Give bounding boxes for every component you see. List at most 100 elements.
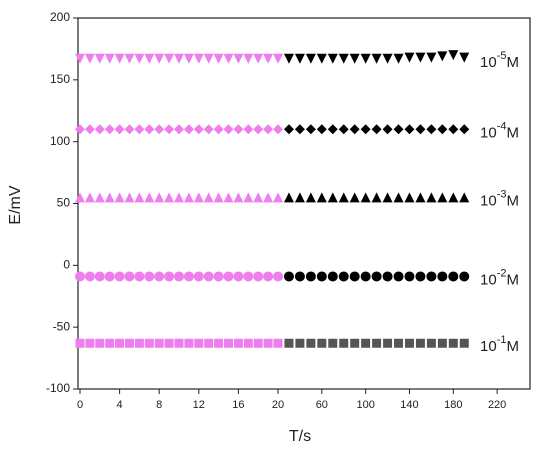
marker <box>295 338 305 348</box>
marker <box>437 338 447 348</box>
marker <box>164 192 175 203</box>
marker <box>294 124 305 135</box>
marker <box>426 192 437 203</box>
marker <box>243 192 254 203</box>
marker <box>273 271 283 282</box>
x-tick-label: 4 <box>117 399 123 411</box>
series-label-base: 10 <box>480 124 497 141</box>
marker <box>382 124 393 135</box>
marker <box>437 192 448 203</box>
marker <box>134 338 144 348</box>
marker <box>273 338 283 348</box>
y-tick-label: -100 <box>46 381 70 395</box>
marker <box>144 53 155 64</box>
marker <box>115 338 125 348</box>
marker <box>94 271 105 282</box>
y-tick-label: 100 <box>50 134 70 148</box>
marker <box>174 192 184 203</box>
marker <box>294 271 305 282</box>
marker <box>371 53 382 64</box>
marker <box>174 53 184 64</box>
marker <box>114 192 125 203</box>
marker <box>349 192 360 203</box>
marker <box>193 53 204 64</box>
series-label: 10-3M <box>480 188 519 209</box>
marker <box>203 53 214 64</box>
marker <box>134 124 145 135</box>
marker <box>459 338 469 348</box>
series-label: 10-5M <box>480 50 519 71</box>
marker <box>94 53 105 64</box>
marker <box>183 53 194 64</box>
marker <box>426 338 436 348</box>
series-label-exponent: -5 <box>497 50 507 62</box>
marker <box>372 338 382 348</box>
marker <box>393 192 404 203</box>
marker <box>263 192 274 203</box>
y-tick-label: 0 <box>63 258 70 272</box>
marker <box>144 124 155 135</box>
marker <box>306 338 316 348</box>
marker <box>263 338 273 348</box>
series-label: 10-4M <box>480 120 519 141</box>
marker <box>338 53 349 64</box>
marker <box>114 124 125 135</box>
marker <box>134 53 145 64</box>
series-label: 10-2M <box>480 267 519 288</box>
x-axis-title: T/s <box>289 428 311 445</box>
marker <box>203 271 214 282</box>
marker <box>104 271 115 282</box>
marker <box>382 53 393 64</box>
marker <box>84 124 95 135</box>
x-tick-label: 8 <box>156 399 162 411</box>
marker <box>339 338 349 348</box>
marker <box>203 192 214 203</box>
marker <box>383 338 393 348</box>
marker <box>253 53 264 64</box>
marker <box>316 124 327 135</box>
marker <box>224 338 233 348</box>
series-label-unit: M <box>506 192 519 209</box>
y-axis-title: E/mV <box>7 185 24 224</box>
marker <box>85 338 95 348</box>
x-tick-label: 12 <box>193 399 205 411</box>
marker <box>233 338 243 348</box>
marker <box>448 50 459 61</box>
y-tick-label: 50 <box>57 196 71 210</box>
marker <box>338 124 349 135</box>
marker <box>349 53 360 64</box>
marker <box>294 53 305 64</box>
marker <box>404 52 415 63</box>
marker <box>144 271 155 282</box>
marker <box>317 338 327 348</box>
marker <box>114 53 125 64</box>
marker <box>316 53 327 64</box>
marker <box>338 271 349 282</box>
marker <box>193 271 204 282</box>
marker <box>134 271 145 282</box>
marker <box>134 192 145 203</box>
marker <box>327 271 338 282</box>
marker <box>371 124 382 135</box>
x-tick-label: 100 <box>356 399 374 411</box>
marker <box>104 53 115 64</box>
marker <box>75 124 85 135</box>
marker <box>371 192 382 203</box>
marker <box>415 192 426 203</box>
marker <box>154 124 165 135</box>
marker <box>283 53 294 64</box>
marker <box>328 338 338 348</box>
marker <box>95 338 105 348</box>
marker <box>243 338 253 348</box>
marker <box>415 124 426 135</box>
marker <box>305 124 316 135</box>
marker <box>94 192 105 203</box>
marker <box>75 338 85 348</box>
marker <box>349 271 360 282</box>
marker <box>84 53 95 64</box>
x-tick-label: 140 <box>400 399 418 411</box>
series-label-unit: M <box>506 124 519 141</box>
marker <box>243 271 254 282</box>
marker <box>284 338 294 348</box>
marker <box>243 53 254 64</box>
